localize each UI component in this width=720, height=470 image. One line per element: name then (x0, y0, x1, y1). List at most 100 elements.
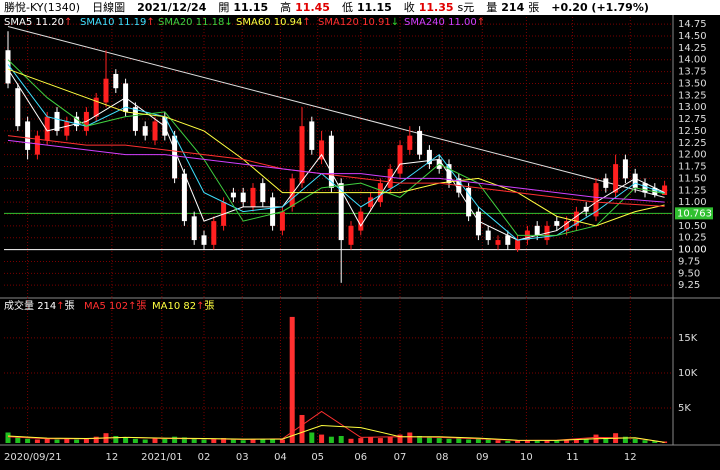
y-tick-label: 5K (678, 403, 691, 414)
y-tick-label: 10.50 (678, 221, 707, 232)
candle-body (132, 107, 138, 131)
volume-bar (524, 440, 530, 443)
candle-body (309, 121, 315, 150)
legend-trend: ↑ (302, 17, 310, 28)
candle-body (230, 192, 236, 198)
date: 2021/12/24 (137, 1, 207, 14)
volume-bar (368, 437, 374, 443)
legend-trend: ↑ (64, 17, 72, 28)
x-tick-label: 02 (198, 452, 211, 463)
volume-bar (485, 439, 491, 443)
y-tick-label: 13.00 (678, 102, 707, 113)
candle-body (338, 183, 344, 241)
candle-body (93, 97, 99, 117)
x-tick-label: 12 (106, 452, 119, 463)
legend-value: 11.18 (196, 17, 225, 28)
volume-bar (475, 438, 481, 443)
candle-body (74, 116, 80, 127)
candle-body (34, 135, 40, 155)
volume-bar (260, 439, 266, 443)
volume-bar (44, 438, 50, 443)
y-tick-label: 15K (678, 333, 698, 344)
change: +0.20 (+1.79%) (551, 1, 649, 14)
legend-name: MA10 (152, 301, 180, 312)
candle-body (279, 211, 285, 231)
candle-body (475, 211, 481, 236)
candle-body (270, 197, 276, 226)
legend-trend: ↑ (477, 17, 485, 28)
close-label: 收 (403, 1, 415, 14)
y-tick-label: 12.25 (678, 138, 707, 149)
y-tick-label: 14.25 (678, 43, 707, 54)
volume-bar (652, 440, 658, 443)
volume-bar (338, 435, 344, 443)
candle-body (407, 135, 413, 150)
legend-value: 102 (109, 301, 128, 312)
candle-body (505, 235, 511, 245)
volume-bar (328, 436, 334, 443)
volume-bar (622, 436, 628, 443)
volume-bar (544, 440, 550, 443)
y-tick-label: 9.50 (678, 268, 700, 279)
legend-name: MA5 (84, 301, 106, 312)
legend-entry: SMA5 11.20↑ (4, 17, 72, 28)
volume-bar (279, 439, 285, 443)
volume-bar (162, 438, 168, 443)
volume-bar (5, 432, 11, 443)
low-label: 低 (341, 1, 353, 14)
volume-bar (240, 440, 246, 443)
legend-name: 成交量 (4, 299, 34, 312)
candle-body (446, 164, 452, 184)
candle-body (348, 225, 354, 245)
unit: s元 (457, 1, 475, 14)
candle-body (201, 235, 207, 245)
volume-bar (34, 439, 40, 443)
volume-bar (83, 438, 89, 443)
x-tick-label: 11 (566, 452, 579, 463)
candle-body (642, 183, 648, 193)
candle-body (142, 126, 148, 136)
volume-bar (358, 438, 364, 443)
open: 11.15 (233, 1, 269, 14)
candle-body (211, 221, 217, 245)
high-label: 高 (280, 1, 292, 14)
x-tick-label: 03 (236, 452, 249, 463)
candle-body (603, 178, 609, 188)
candle-body (113, 73, 119, 89)
volume-bar (309, 432, 315, 443)
candle-body (358, 211, 364, 231)
volume-bar (230, 439, 236, 443)
x-tick-label: 06 (354, 452, 367, 463)
legend-entry: 成交量 214↑張 (4, 299, 75, 312)
candle-body (64, 121, 70, 136)
y-tick-label: 10.00 (678, 245, 707, 256)
reference-label-box (675, 207, 713, 220)
legend-name: SMA20 (158, 17, 193, 28)
legend-entry: SMA120 10.91↓ (318, 17, 399, 28)
candle-body (25, 121, 31, 150)
moving-average (7, 59, 665, 236)
candle-body (426, 149, 432, 165)
volume-bar (466, 439, 472, 443)
y-tick-label: 14.75 (678, 19, 707, 30)
candle-body (54, 111, 60, 131)
legend-trend: ↑ (196, 301, 204, 312)
legend-entry: SMA240 11.00↑ (404, 17, 485, 28)
volume-bar (319, 434, 325, 443)
volume-bar (142, 439, 148, 443)
candle-body (319, 140, 325, 160)
candle-body (260, 183, 266, 203)
y-tick-label: 11.75 (678, 162, 707, 173)
legend-value: 10.94 (274, 17, 303, 28)
volume-bar (387, 436, 393, 443)
legend-value: 11.00 (448, 17, 477, 28)
y-tick-label: 11.25 (678, 185, 707, 196)
y-tick-label: 11.50 (678, 173, 707, 184)
volume-bar (632, 438, 638, 443)
legend-entry: SMA10 11.19↑ (80, 17, 155, 28)
volume-bar (113, 435, 119, 443)
high: 11.45 (295, 1, 330, 14)
legend-name: SMA5 (4, 17, 32, 28)
legend-value: 82 (183, 301, 196, 312)
volume-bar (426, 437, 432, 443)
